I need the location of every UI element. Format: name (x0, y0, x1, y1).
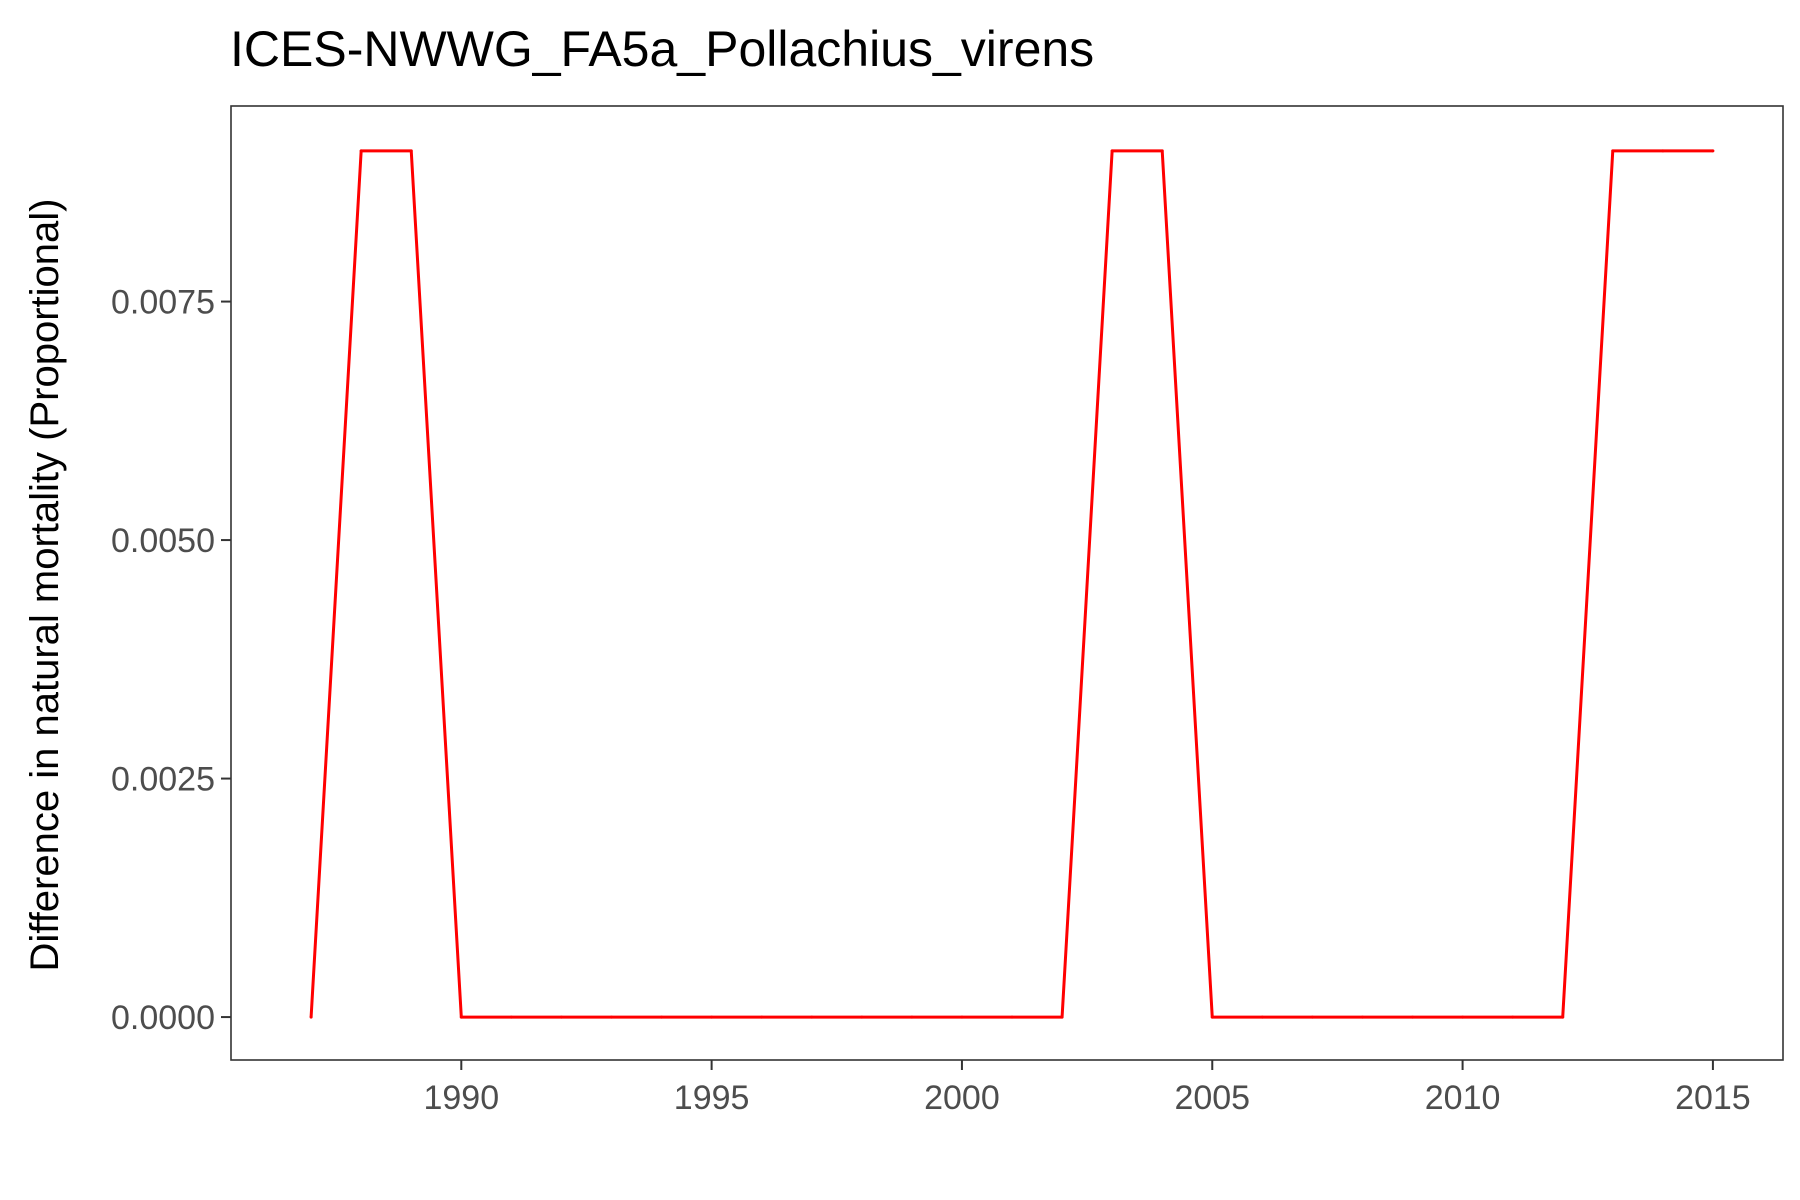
series-layer (309, 149, 1715, 1019)
data-point (1561, 1015, 1565, 1019)
x-axis: 1990 1995 2000 2005 2010 2015 (423, 1060, 1751, 1117)
data-point (710, 1015, 714, 1019)
x-tick-label: 2010 (1425, 1079, 1501, 1117)
data-point (309, 1015, 313, 1019)
data-point (1260, 1015, 1264, 1019)
x-tick-label: 1995 (674, 1079, 750, 1117)
data-point (1060, 1015, 1064, 1019)
data-point (509, 1015, 513, 1019)
y-tick-label: 0.0025 (111, 761, 215, 799)
data-point (810, 1015, 814, 1019)
data-point (1661, 149, 1665, 153)
data-point (1711, 149, 1715, 153)
data-point (459, 1015, 463, 1019)
data-point (1210, 1015, 1214, 1019)
data-point (1310, 1015, 1314, 1019)
series-line (309, 149, 1713, 1019)
y-axis: 0.0000 0.0025 0.0050 0.0075 (111, 284, 231, 1037)
data-point (359, 149, 363, 153)
data-point (910, 1015, 914, 1019)
data-point (760, 1015, 764, 1019)
data-point (1511, 1015, 1515, 1019)
y-tick-label: 0.0075 (111, 284, 215, 322)
x-tick-label: 2000 (924, 1079, 1000, 1117)
data-point (960, 1015, 964, 1019)
data-point (609, 1015, 613, 1019)
data-point (1611, 149, 1615, 153)
data-point (1360, 1015, 1364, 1019)
data-point (860, 1015, 864, 1019)
data-point (1411, 1015, 1415, 1019)
y-axis-title: Difference in natural mortality (Proport… (23, 199, 67, 972)
data-point (660, 1015, 664, 1019)
x-tick-label: 1990 (423, 1079, 499, 1117)
x-tick-label: 2015 (1675, 1079, 1751, 1117)
y-tick-label: 0.0000 (111, 999, 215, 1037)
chart-title: ICES-NWWG_FA5a_Pollachius_virens (230, 21, 1094, 77)
data-point (1010, 1015, 1014, 1019)
data-point (1110, 149, 1114, 153)
y-tick-label: 0.0050 (111, 522, 215, 560)
data-point (1160, 149, 1164, 153)
plot-panel-border (230, 105, 1784, 1061)
data-point (559, 1015, 563, 1019)
data-point (409, 149, 413, 153)
data-point (1461, 1015, 1465, 1019)
x-tick-label: 2005 (1174, 1079, 1250, 1117)
